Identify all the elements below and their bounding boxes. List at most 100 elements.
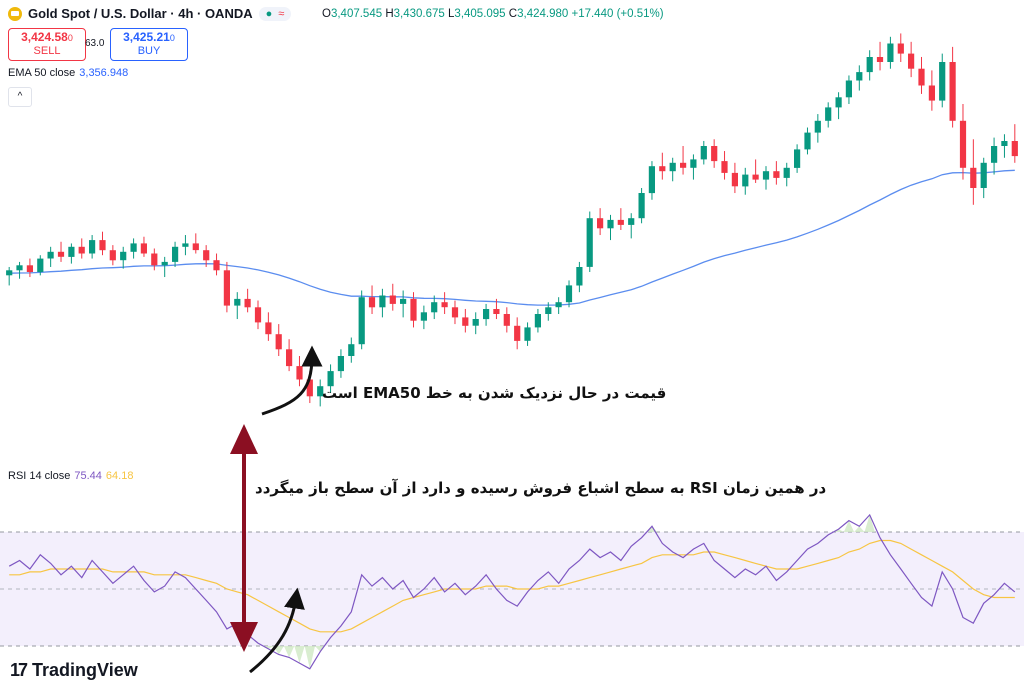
candle-body [254,307,262,323]
candle [514,317,521,350]
candle-body [172,246,179,262]
candle [441,292,448,314]
candle [358,290,365,350]
tradingview-logo[interactable]: 17 TradingView [10,660,138,681]
candle [389,283,396,311]
candle [1011,124,1018,163]
candle-body [182,243,189,247]
candle [669,157,676,182]
candle-body [628,218,635,225]
candle [876,41,884,71]
ema-line [9,169,1015,306]
candle-body [26,265,33,272]
candle [908,41,915,78]
candle [16,261,23,279]
candle [607,214,614,241]
rsi-legend[interactable]: RSI 14 close 75.44 64.18 [8,470,133,482]
double-arrow [230,424,258,652]
candle [109,245,116,266]
candle [524,322,531,346]
candle [472,312,479,335]
candle [223,261,230,313]
candle-body [493,309,500,314]
candle-body [68,246,75,257]
candle-body [358,297,365,345]
candle [835,92,842,120]
candle-body [845,80,852,98]
candle [959,104,967,180]
candle-body [389,295,396,304]
candle-body [887,43,894,62]
sell-price: 3,424.58 [21,30,68,44]
candle-body [265,322,272,335]
rsi-ma-value: 64.18 [105,470,134,482]
candle [628,213,635,239]
curved-arrow-rsi [249,587,305,674]
ema-legend[interactable]: EMA 50 close 3,356.948 [8,67,128,79]
candle-body [400,298,407,304]
candle-body [555,302,562,308]
candle-body [379,295,386,308]
candle-body [607,219,614,229]
candle-body [462,317,469,326]
candle [700,140,707,165]
high-value: 3,430.675 [393,8,445,20]
candle [690,154,697,180]
candle-body [203,250,210,261]
candle-body [451,307,459,318]
candle [762,166,770,190]
candle [939,53,946,108]
candle-body [140,243,147,254]
candle [545,302,552,321]
collapse-legend-button[interactable]: ^ [8,87,32,107]
candle [721,151,728,180]
candle-body [700,146,707,160]
open-label: O [322,8,331,20]
low-label: L [448,8,455,20]
candle [99,231,106,256]
rsi-line [8,513,1016,670]
candle-body [576,267,583,286]
candle-body [897,43,904,54]
candle [648,161,655,200]
candle [192,233,199,254]
candle-body [275,334,282,350]
candle [731,162,738,194]
candle [576,261,583,293]
candle-body [441,302,448,308]
chevron-up-icon: ^ [17,91,23,102]
candle [804,127,811,155]
candle [866,50,873,81]
arrow-head-down [230,622,258,652]
candle-body [317,386,324,397]
candle-body [296,366,303,380]
candle [752,159,759,183]
gold-coin-icon [8,6,22,21]
candle-body [659,166,666,172]
buy-button[interactable]: 3,425.210 BUY [110,28,188,61]
symbol-header[interactable]: Gold Spot / U.S. Dollar · 4h · OANDA ● ≈ [8,6,292,21]
candle [182,235,189,256]
candle-body [78,246,85,254]
sell-button[interactable]: 3,424.580 SELL [8,28,86,61]
candle-body [638,193,645,219]
wave-icon: ≈ [278,7,285,20]
candle [254,300,262,330]
status-pill[interactable]: ● ≈ [258,6,292,21]
candle-body [856,72,863,81]
candle-body [690,159,697,168]
market-open-icon: ● [265,7,273,20]
candle-body [970,167,977,188]
close-value: 3,424.980 [517,8,569,20]
candle [970,139,977,205]
candle-body [234,298,241,306]
candle-body [773,171,780,178]
candle-body [928,85,935,101]
candle-body [431,302,438,313]
candle [203,245,210,267]
candle [410,292,417,328]
candle-body [804,132,811,150]
sell-price-small: 0 [67,33,73,43]
candle-body [244,298,251,308]
